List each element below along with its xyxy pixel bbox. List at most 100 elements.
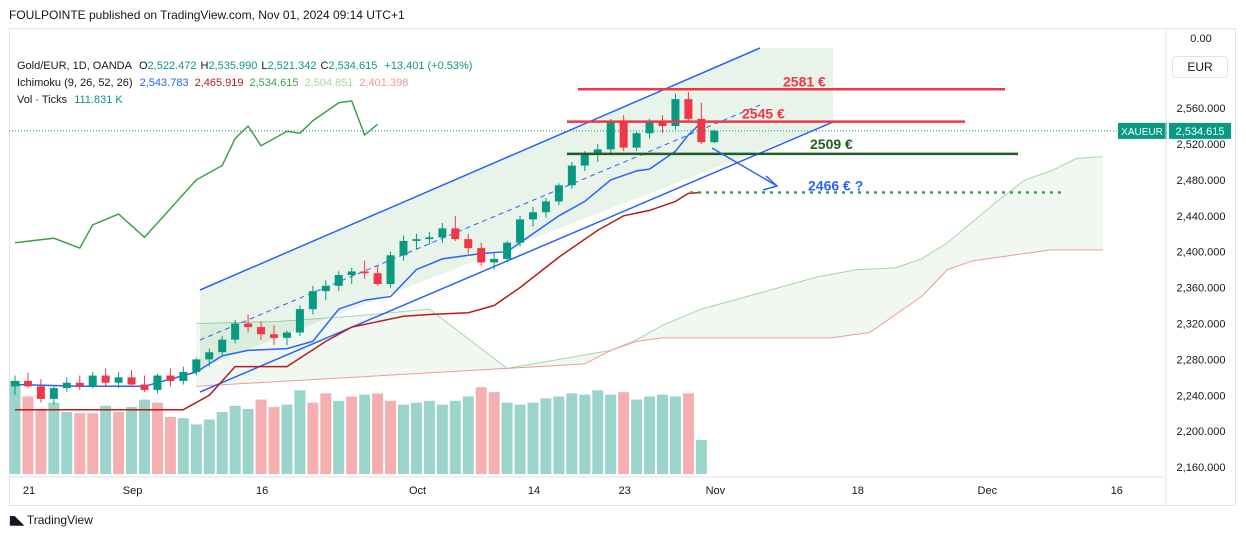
- volume-bar: [164, 416, 176, 474]
- candle-body: [257, 327, 266, 335]
- candle-body: [477, 248, 486, 263]
- legend-c-value: 2,534.615: [328, 60, 378, 72]
- volume-bar: [657, 394, 668, 474]
- price-axis-label: 2,480.000: [1177, 175, 1226, 187]
- candle-body: [49, 388, 58, 399]
- candle-body: [62, 382, 71, 389]
- volume-bar: [190, 424, 202, 474]
- candle-body: [140, 384, 149, 390]
- candle-body: [308, 291, 317, 310]
- volume-bar: [514, 404, 526, 474]
- chart-frame: [9, 28, 1236, 506]
- top-bar: FOULPOINTE published on TradingView.com,…: [0, 0, 1246, 30]
- time-axis-label: 23: [619, 485, 631, 497]
- volume-bar: [87, 413, 99, 474]
- candle-body: [101, 375, 110, 383]
- footer-brand[interactable]: ▮◣ TradingView: [9, 513, 93, 527]
- volume-bar: [139, 399, 150, 474]
- legend-volume-row[interactable]: Vol · Ticks 111.831 K: [17, 92, 472, 109]
- volume-bar: [35, 408, 47, 474]
- price-axis-label: 2,240.000: [1177, 390, 1226, 402]
- candle-body: [529, 212, 537, 220]
- currency-button[interactable]: EUR: [1172, 56, 1228, 78]
- annotation-label: 2581 €: [783, 73, 826, 89]
- channel-fill: [200, 48, 833, 368]
- time-axis-label: 16: [256, 485, 268, 497]
- volume-bar: [410, 402, 422, 474]
- legend-symbol: Gold/EUR, 1D, OANDA: [17, 60, 132, 72]
- volume-bar: [501, 402, 513, 474]
- volume-bar: [372, 393, 384, 474]
- legend-ichimoku-row[interactable]: Ichimoku (9, 26, 52, 26) 2,543.783 2,465.…: [17, 75, 472, 92]
- price-axis-label: 2,360.000: [1177, 283, 1226, 295]
- brand-name: TradingView: [26, 513, 93, 527]
- annotation-label: 2509 €: [810, 136, 853, 152]
- volume-bar: [307, 402, 319, 474]
- candle-body: [23, 380, 32, 387]
- annotation-label: 2545 €: [742, 106, 785, 122]
- publisher-text: FOULPOINTE published on TradingView.com,…: [9, 8, 405, 22]
- price-axis-label: 2,520.000: [1177, 139, 1226, 151]
- time-axis-label: 21: [23, 485, 35, 497]
- channel-mid-line: [199, 104, 761, 341]
- chikou-span-line: [14, 100, 379, 250]
- time-axis-label: Nov: [706, 485, 726, 497]
- volume-bar: [242, 408, 254, 474]
- candle-body: [619, 122, 628, 148]
- candle-body: [282, 332, 291, 338]
- candle-body: [503, 242, 512, 259]
- legend-l-value: 2,521.342: [267, 60, 317, 72]
- senkou-span-a-line: [196, 156, 1103, 369]
- legend-ichimoku-value-3: 2,504.851: [304, 77, 354, 89]
- legend-h-key: H: [200, 60, 209, 72]
- candle-body: [192, 359, 201, 372]
- annotation-label: 2466 € ?: [808, 177, 863, 193]
- legend-ichimoku-value-4: 2,401.398: [359, 77, 409, 89]
- volume-bar: [488, 392, 500, 474]
- volume-bar: [553, 396, 565, 474]
- time-axis-label: 18: [852, 485, 864, 497]
- senkou-span-b-line: [196, 249, 1103, 387]
- volume-bar: [475, 387, 487, 474]
- candle-body: [658, 122, 667, 127]
- candle-body: [671, 99, 680, 127]
- candle-body: [75, 382, 84, 387]
- volume-bar: [695, 439, 707, 474]
- volume-bar: [385, 400, 397, 474]
- price-axis-label: 2,560.000: [1177, 103, 1226, 115]
- candle-body: [516, 219, 525, 243]
- candle-body: [464, 239, 473, 249]
- candle-body: [231, 323, 240, 340]
- legend-ichimoku-value-0: 2,543.783: [139, 77, 189, 89]
- candle-body: [697, 118, 706, 143]
- symbol-tag-label: XAUEUR: [1121, 127, 1163, 138]
- volume-bar: [631, 399, 643, 474]
- volume-bar: [203, 419, 215, 474]
- volume-bar: [592, 390, 604, 474]
- candle-body: [205, 352, 214, 360]
- volume-bar: [113, 412, 125, 474]
- candle-body: [360, 271, 369, 274]
- tradingview-logo-icon: ▮◣: [9, 513, 24, 527]
- volume-bar: [346, 396, 358, 474]
- volume-bar: [22, 396, 34, 474]
- legend-c-key: C: [320, 60, 329, 72]
- candle-body: [386, 255, 395, 285]
- candle-body: [127, 377, 136, 385]
- volume-bar: [48, 402, 60, 474]
- time-axis-label: 14: [528, 485, 540, 497]
- volume-bar: [268, 407, 280, 474]
- volume-bar: [100, 405, 112, 474]
- volume-bar: [398, 404, 409, 474]
- price-axis-label: 2,440.000: [1177, 211, 1226, 223]
- candle-body: [710, 130, 719, 143]
- candle-body: [321, 285, 330, 292]
- candle-body: [166, 375, 175, 381]
- volume-bar: [618, 392, 630, 474]
- volume-bar: [281, 404, 293, 474]
- time-axis-label: Sep: [123, 485, 143, 497]
- legend-ohlc-row: Gold/EUR, 1D, OANDA O2,522.472 H2,535.990…: [17, 58, 472, 75]
- volume-bar: [126, 407, 138, 474]
- volume-bar: [229, 405, 241, 474]
